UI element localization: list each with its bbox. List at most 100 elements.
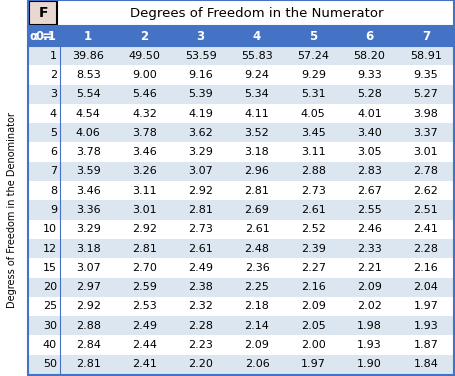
Text: 3.01: 3.01 <box>132 205 157 215</box>
Text: 15: 15 <box>43 263 57 273</box>
Text: 2.04: 2.04 <box>414 282 438 292</box>
Text: 5.27: 5.27 <box>414 89 438 99</box>
Text: 4.11: 4.11 <box>245 109 269 118</box>
Text: 2.06: 2.06 <box>245 359 269 369</box>
Text: Degress of Freedom in the Denominator: Degress of Freedom in the Denominator <box>7 112 17 308</box>
Text: 2.78: 2.78 <box>413 167 438 176</box>
Text: 2.33: 2.33 <box>357 244 382 253</box>
Text: 9.16: 9.16 <box>188 70 213 80</box>
Text: 2.09: 2.09 <box>357 282 382 292</box>
Text: 2.49: 2.49 <box>188 263 213 273</box>
Bar <box>28 335 454 355</box>
Bar <box>28 316 454 335</box>
Bar <box>28 200 454 220</box>
Text: 1.90: 1.90 <box>357 359 382 369</box>
Text: 3.11: 3.11 <box>301 147 326 157</box>
Text: 3.78: 3.78 <box>132 128 157 138</box>
Text: 3.18: 3.18 <box>76 244 101 253</box>
Bar <box>28 65 454 85</box>
Text: 3.11: 3.11 <box>132 186 157 196</box>
Text: 3.05: 3.05 <box>357 147 382 157</box>
Text: 3.40: 3.40 <box>357 128 382 138</box>
Text: 2.67: 2.67 <box>357 186 382 196</box>
Text: 9.24: 9.24 <box>244 70 269 80</box>
Bar <box>28 143 454 162</box>
Text: 2.84: 2.84 <box>76 340 101 350</box>
Text: 3.98: 3.98 <box>414 109 438 118</box>
Text: 30: 30 <box>43 321 57 331</box>
Text: 3.01: 3.01 <box>414 147 438 157</box>
Text: 3.46: 3.46 <box>132 147 157 157</box>
Text: 2.32: 2.32 <box>188 302 213 311</box>
Text: 2.53: 2.53 <box>132 302 157 311</box>
Text: 1.87: 1.87 <box>414 340 438 350</box>
Text: 2.70: 2.70 <box>132 263 157 273</box>
Text: 2.25: 2.25 <box>245 282 269 292</box>
Bar <box>29 1 57 25</box>
Text: 2.51: 2.51 <box>414 205 438 215</box>
Text: 2.55: 2.55 <box>357 205 382 215</box>
Text: 1.93: 1.93 <box>414 321 438 331</box>
Text: 7: 7 <box>422 29 430 42</box>
Text: 4.19: 4.19 <box>188 109 213 118</box>
Text: 3.52: 3.52 <box>245 128 269 138</box>
Text: 58.20: 58.20 <box>354 51 385 61</box>
Text: 2.97: 2.97 <box>76 282 101 292</box>
Text: 9.29: 9.29 <box>301 70 326 80</box>
Text: 2.16: 2.16 <box>301 282 326 292</box>
Text: 1: 1 <box>50 51 57 61</box>
Text: F: F <box>38 6 48 20</box>
Text: 2: 2 <box>50 70 57 80</box>
Text: 7: 7 <box>50 167 57 176</box>
Text: α =: α = <box>30 29 56 42</box>
Text: 2.41: 2.41 <box>414 224 438 234</box>
Text: 2.96: 2.96 <box>245 167 269 176</box>
Bar <box>28 162 454 181</box>
Text: 2.20: 2.20 <box>188 359 213 369</box>
Text: 6: 6 <box>50 147 57 157</box>
Text: 1.97: 1.97 <box>414 302 438 311</box>
Text: 4.01: 4.01 <box>357 109 382 118</box>
Bar <box>28 123 454 143</box>
Text: 2.81: 2.81 <box>245 186 269 196</box>
Text: 5: 5 <box>50 128 57 138</box>
Text: 4: 4 <box>253 29 261 42</box>
Text: 2.14: 2.14 <box>245 321 269 331</box>
Text: 6: 6 <box>365 29 374 42</box>
Text: 3.37: 3.37 <box>414 128 438 138</box>
Text: 2.18: 2.18 <box>245 302 269 311</box>
Bar <box>28 355 454 374</box>
Text: 5.28: 5.28 <box>357 89 382 99</box>
Text: 2.23: 2.23 <box>188 340 213 350</box>
Text: 25: 25 <box>43 302 57 311</box>
Text: 2.09: 2.09 <box>245 340 269 350</box>
Text: 1.84: 1.84 <box>414 359 438 369</box>
Text: 4: 4 <box>50 109 57 118</box>
Text: 4.32: 4.32 <box>132 109 157 118</box>
Text: 3.62: 3.62 <box>188 128 213 138</box>
Text: 9.33: 9.33 <box>357 70 382 80</box>
Bar <box>28 46 454 65</box>
Text: 5: 5 <box>309 29 318 42</box>
Text: 2.44: 2.44 <box>132 340 157 350</box>
Text: 2.48: 2.48 <box>244 244 269 253</box>
Text: 0.1: 0.1 <box>35 29 56 42</box>
Bar <box>28 85 454 104</box>
Text: 2.09: 2.09 <box>301 302 326 311</box>
Text: 2.92: 2.92 <box>132 224 157 234</box>
Text: 39.86: 39.86 <box>72 51 104 61</box>
Text: 50: 50 <box>43 359 57 369</box>
Text: 20: 20 <box>43 282 57 292</box>
Text: 9.00: 9.00 <box>132 70 157 80</box>
Text: 8.53: 8.53 <box>76 70 101 80</box>
Text: 2.83: 2.83 <box>357 167 382 176</box>
Bar <box>28 104 454 123</box>
Text: 4.06: 4.06 <box>76 128 101 138</box>
Text: 2.88: 2.88 <box>301 167 326 176</box>
Text: 2.81: 2.81 <box>132 244 157 253</box>
Text: 2.38: 2.38 <box>188 282 213 292</box>
Text: 3.07: 3.07 <box>188 167 213 176</box>
Text: 3: 3 <box>50 89 57 99</box>
Text: 2.05: 2.05 <box>301 321 326 331</box>
Text: 57.24: 57.24 <box>297 51 329 61</box>
